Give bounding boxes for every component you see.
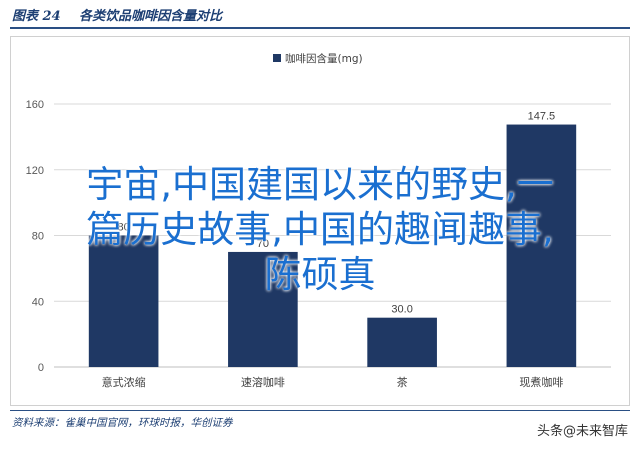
legend-label: 咖啡因含量(mg) bbox=[285, 52, 363, 65]
data-label: 80 bbox=[118, 222, 130, 234]
y-tick-label: 0 bbox=[38, 362, 44, 374]
y-tick-label: 120 bbox=[26, 165, 44, 177]
bar bbox=[228, 251, 298, 367]
y-tick-label: 80 bbox=[32, 231, 44, 243]
source-rule bbox=[10, 410, 630, 411]
y-tick-label: 160 bbox=[26, 99, 44, 111]
bar-chart: 0 40 80 120 160 咖啡因含量(mg) 80 意式浓缩 70 速溶咖啡 30.0 茶 147… bbox=[26, 52, 611, 389]
watermark-text: 头条@未来智库 bbox=[536, 424, 628, 439]
x-tick-label: 意式浓缩 bbox=[102, 375, 146, 389]
title-rule bbox=[10, 27, 630, 29]
overlay-line-2: 篇历史故事,中国的趣闻趣事, bbox=[86, 208, 554, 251]
figure-label: 图表 24 bbox=[12, 9, 61, 24]
figure-title-text: 各类饮品咖啡因含量对比 bbox=[79, 9, 223, 24]
x-tick-label: 现煮咖啡 bbox=[519, 375, 563, 389]
x-tick-label: 茶 bbox=[397, 376, 408, 389]
chart-container: 0 40 80 120 160 咖啡因含量(mg) 80 意式浓缩 70 速溶咖啡 30.0 茶 147… bbox=[10, 36, 630, 406]
bar bbox=[367, 317, 437, 367]
data-label: 147.5 bbox=[528, 111, 556, 123]
overlay-line-1: 宇宙,中国建国以来的野史,一 bbox=[86, 163, 554, 206]
data-label: 30.0 bbox=[391, 304, 412, 316]
source-note: 资料来源：雀巢中国官网，环球时报，华创证券 bbox=[12, 417, 233, 429]
overlay-line-3: 陈硕真 bbox=[264, 253, 376, 296]
data-label: 70 bbox=[257, 238, 269, 250]
figure-title: 图表 24 各类饮品咖啡因含量对比 bbox=[12, 5, 628, 25]
x-tick-label: 速溶咖啡 bbox=[241, 375, 285, 389]
bar bbox=[506, 124, 577, 367]
legend-swatch bbox=[273, 54, 281, 62]
bar bbox=[88, 235, 159, 367]
y-tick-label: 40 bbox=[32, 296, 44, 308]
